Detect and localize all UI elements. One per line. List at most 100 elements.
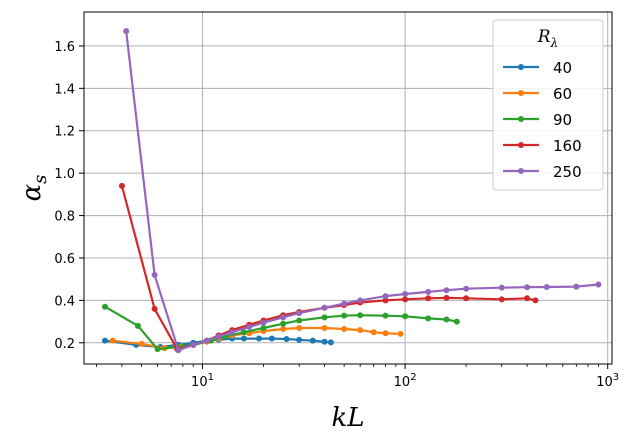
data-point-60	[296, 324, 303, 331]
data-point-40	[283, 335, 290, 342]
data-point-250	[341, 300, 348, 307]
data-point-250	[463, 285, 470, 292]
y-tick-label: 0.6	[54, 252, 75, 267]
data-point-160	[402, 296, 409, 303]
data-point-60	[109, 337, 116, 344]
legend-marker-250	[518, 168, 524, 174]
data-point-250	[296, 310, 303, 317]
y-tick-label: 1.6	[54, 40, 75, 55]
grid-lines	[84, 12, 612, 364]
x-tick-label: 103	[596, 372, 619, 390]
data-point-250	[382, 293, 389, 300]
data-point-160	[532, 297, 539, 304]
data-point-60	[138, 340, 145, 347]
data-point-160	[382, 297, 389, 304]
x-axis-label: kL	[331, 403, 364, 433]
data-point-90	[382, 312, 389, 319]
data-point-250	[280, 314, 287, 321]
axes: 0.2 0.4 0.6 0.8 1.0 1.2 1.4 1.6 101 102 103 kL αs	[17, 11, 619, 433]
data-point-60	[341, 326, 348, 333]
data-point-160	[524, 295, 531, 302]
data-point-40	[240, 335, 247, 342]
series-line-160	[120, 185, 536, 351]
data-point-250	[595, 281, 602, 288]
data-point-60	[321, 324, 328, 331]
data-point-90	[443, 316, 450, 323]
y-tick-label: 1.2	[54, 125, 75, 140]
data-point-90	[260, 324, 267, 331]
legend-title: Rλ	[537, 27, 558, 50]
data-point-160	[443, 294, 450, 301]
data-point-40	[255, 335, 262, 342]
data-point-250	[524, 284, 531, 291]
legend-label-160: 160	[553, 137, 582, 155]
data-point-90	[453, 318, 460, 325]
data-point-60	[397, 330, 404, 337]
data-point-90	[240, 329, 247, 336]
legend-label-90: 90	[553, 111, 572, 129]
legend-marker-40	[518, 64, 524, 70]
data-point-40	[296, 336, 303, 343]
data-point-250	[123, 28, 130, 35]
data-point-250	[175, 347, 182, 354]
legend-marker-60	[518, 90, 524, 96]
data-point-250	[543, 284, 550, 291]
data-point-250	[190, 341, 197, 348]
data-point-250	[203, 337, 210, 344]
data-point-160	[151, 305, 158, 312]
plot-frame	[83, 11, 613, 365]
data-point-90	[425, 315, 432, 322]
data-point-250	[246, 323, 253, 330]
data-point-90	[154, 346, 161, 353]
data-point-90	[341, 312, 348, 319]
y-tick-label: 1.0	[54, 167, 75, 182]
legend-marker-160	[518, 142, 524, 148]
y-tick-label: 0.2	[54, 337, 75, 352]
data-point-60	[370, 329, 377, 336]
data-point-250	[215, 333, 222, 340]
data-point-250	[402, 291, 409, 298]
data-point-250	[151, 271, 158, 278]
data-point-40	[321, 338, 328, 345]
data-point-90	[321, 314, 328, 321]
data-point-250	[229, 329, 236, 336]
legend-label-250: 250	[553, 163, 582, 181]
data-point-250	[573, 283, 580, 290]
data-point-160	[498, 296, 505, 303]
series-lines	[101, 28, 602, 354]
data-point-90	[402, 313, 409, 320]
y-tick-label: 0.8	[54, 210, 75, 225]
data-point-90	[296, 317, 303, 324]
y-axis-label: αs	[17, 175, 51, 202]
legend-marker-90	[518, 116, 524, 122]
data-point-40	[268, 335, 275, 342]
legend-label-60: 60	[553, 85, 572, 103]
legend: Rλ 40 60 90 160 250	[492, 19, 604, 191]
data-point-160	[118, 182, 125, 189]
data-point-250	[443, 287, 450, 294]
data-point-60	[382, 330, 389, 337]
data-point-250	[321, 304, 328, 311]
y-tick-label: 0.4	[54, 294, 75, 309]
data-point-250	[260, 319, 267, 326]
data-point-250	[498, 284, 505, 291]
x-tick-label: 101	[191, 372, 214, 390]
data-point-90	[134, 322, 141, 329]
data-point-60	[357, 327, 364, 334]
data-point-90	[280, 320, 287, 327]
x-tick-label: 102	[394, 372, 417, 390]
data-point-160	[425, 295, 432, 302]
data-point-250	[357, 297, 364, 304]
series-line-40	[104, 337, 332, 349]
data-point-40	[327, 339, 334, 346]
data-point-90	[101, 303, 108, 310]
data-point-40	[101, 337, 108, 344]
y-tick-label: 1.4	[54, 82, 75, 97]
data-point-40	[309, 337, 316, 344]
legend-label-40: 40	[553, 59, 572, 77]
data-point-60	[280, 326, 287, 333]
data-point-250	[425, 288, 432, 295]
data-point-160	[463, 295, 470, 302]
data-point-90	[357, 312, 364, 319]
